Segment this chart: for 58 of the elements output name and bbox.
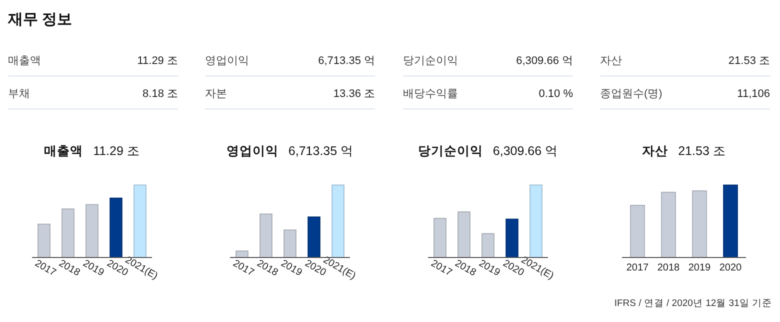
text: 영업이익 <box>205 55 249 67</box>
text: 13.36 조 <box>333 88 375 100</box>
bar <box>110 198 122 258</box>
x-tick-label: 2018 <box>452 258 478 279</box>
x-tick-label: 2017 <box>626 262 650 274</box>
text: 11,106 <box>737 88 770 100</box>
x-tick-label: 2018 <box>657 262 680 274</box>
bar <box>308 216 320 258</box>
text: 8.18 조 <box>142 88 178 100</box>
bar <box>692 190 707 258</box>
x-tick-label: 2020 <box>719 262 742 274</box>
bar <box>530 184 542 258</box>
x-tick-label: 2019 <box>476 258 502 279</box>
bar <box>260 214 272 258</box>
text: 자본 <box>205 88 227 100</box>
bar <box>661 192 676 258</box>
x-tick-label: 2019 <box>688 262 712 274</box>
bar <box>482 233 494 258</box>
bar <box>630 204 645 258</box>
x-tick-label: 2017 <box>32 258 58 279</box>
x-tick-label: 2019 <box>278 258 304 279</box>
bar <box>38 224 50 258</box>
chart-subtitle: 6,309.66 억 <box>492 144 558 158</box>
chart-subtitle: 11.29 조 <box>93 144 140 158</box>
chart-title: 당기순이익 <box>418 144 483 158</box>
text: 매출액 <box>8 55 41 67</box>
text: 11.29 조 <box>137 55 178 67</box>
chart-subtitle: 6,713.35 억 <box>288 144 354 158</box>
text: 부채 <box>8 88 30 100</box>
text: 0.10 % <box>538 88 574 100</box>
text: 6,309.66 억 <box>516 55 573 67</box>
text: IFRS / 연결 / 2020년 12월 31일 기준 <box>614 298 772 309</box>
chart-subtitle: 21.53 조 <box>678 144 726 158</box>
bar <box>134 184 146 258</box>
bar <box>434 218 446 258</box>
x-tick-label: 2017 <box>428 258 454 279</box>
text: 6,713.35 억 <box>318 55 375 67</box>
text: 자산 <box>600 55 622 67</box>
bar <box>236 250 248 258</box>
text: 21.53 조 <box>728 55 770 67</box>
x-tick-label: 2018 <box>56 258 82 279</box>
chart-title: 영업이익 <box>226 144 278 158</box>
bar <box>723 184 738 258</box>
bar <box>458 211 470 258</box>
x-tick-label: 2018 <box>254 258 280 279</box>
bar <box>62 208 74 258</box>
bar <box>284 230 296 258</box>
chart-title: 매출액 <box>44 144 84 158</box>
text: 당기순이익 <box>403 55 458 67</box>
chart-title: 자산 <box>642 144 668 158</box>
bar <box>506 218 518 258</box>
bar <box>332 184 344 258</box>
text: 재무 정보 <box>7 11 72 28</box>
text: 종업원수(명) <box>600 88 662 100</box>
text: 배당수익률 <box>403 88 458 100</box>
x-tick-label: 2017 <box>230 258 256 279</box>
bar <box>86 204 98 258</box>
x-tick-label: 2019 <box>80 258 106 279</box>
